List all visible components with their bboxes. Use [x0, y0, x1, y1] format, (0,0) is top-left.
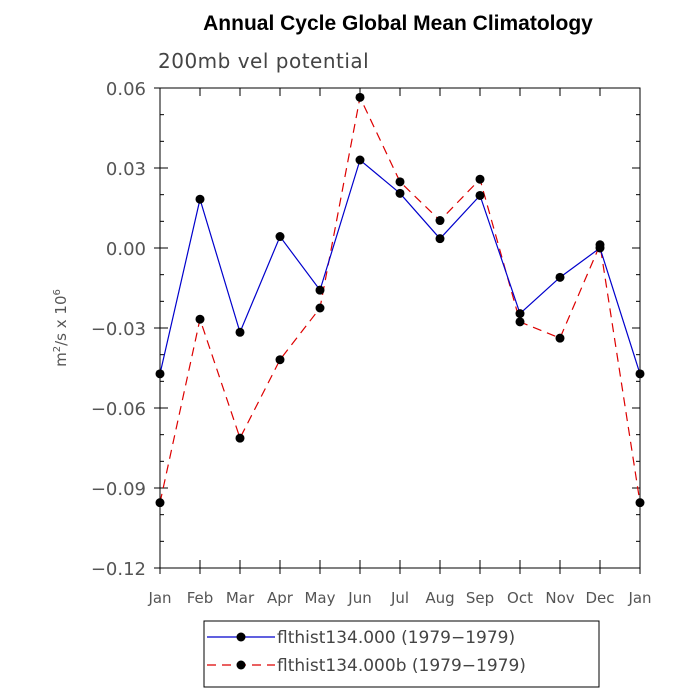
series-1-point	[355, 155, 365, 165]
chart-subtitle: 200mb vel potential	[158, 49, 369, 73]
x-tick-label: Jan	[147, 589, 171, 607]
x-tick-label: Jul	[390, 589, 409, 607]
series-2-point	[315, 303, 325, 313]
series-2-point	[555, 333, 565, 343]
x-tick-label: Jun	[347, 589, 371, 607]
series-1-point	[315, 285, 325, 295]
series-1-point	[395, 188, 405, 198]
series-1-point	[235, 327, 245, 337]
x-tick-label: Jan	[627, 589, 651, 607]
series-line-2	[159, 95, 641, 503]
y-tick-label: −0.12	[91, 559, 146, 580]
legend: flthist134.000 (1979−1979) flthist134.00…	[203, 620, 600, 688]
series-2-point	[635, 498, 645, 508]
x-tick-label: May	[304, 589, 335, 607]
legend-label-series-1: flthist134.000 (1979−1979)	[277, 628, 515, 648]
series-2-point	[475, 174, 485, 184]
series-layer	[155, 92, 645, 508]
chart-title: Annual Cycle Global Mean Climatology	[203, 12, 593, 35]
series-1-point	[155, 369, 165, 379]
series-1-point	[515, 309, 525, 319]
y-axis-label: m2/s x 106	[52, 289, 70, 367]
series-2-point	[515, 317, 525, 327]
series-2-point	[435, 216, 445, 226]
legend-marker-series-2	[236, 660, 246, 670]
y-tick-label: 0.03	[106, 159, 146, 180]
series-2-point	[155, 498, 165, 508]
series-1-point	[435, 234, 445, 244]
x-tick-label: Oct	[507, 589, 533, 607]
series-1-point	[635, 369, 645, 379]
x-tick-label: Feb	[187, 589, 214, 607]
series-2-point	[355, 92, 365, 102]
x-tick-label: Dec	[585, 589, 614, 607]
series-1-point	[595, 243, 605, 253]
series-1-point	[555, 272, 565, 282]
plot-frame	[159, 87, 641, 569]
series-1-point	[195, 194, 205, 204]
x-tick-label: Mar	[226, 589, 255, 607]
legend-label-series-2: flthist134.000b (1979−1979)	[277, 656, 526, 676]
axis-ticks	[154, 87, 641, 574]
y-tick-label: 0.00	[106, 239, 146, 260]
legend-marker-series-1	[236, 632, 246, 642]
y-tick-labels: −0.12 −0.09 −0.06 −0.03 0.00 0.03 0.06	[91, 79, 146, 580]
svg-text:m2/s x 106: m2/s x 106	[52, 289, 70, 367]
series-2-point	[395, 177, 405, 187]
x-tick-labels: Jan Feb Mar Apr May Jun Jul Aug Sep Oct Nov Dec Jan	[147, 589, 651, 607]
series-2-point	[275, 355, 285, 365]
y-tick-label: −0.06	[91, 399, 146, 420]
y-tick-label: −0.03	[91, 319, 146, 340]
x-tick-label: Nov	[545, 589, 574, 607]
series-2-point	[235, 433, 245, 443]
series-1-point	[475, 190, 485, 200]
x-tick-label: Sep	[466, 589, 494, 607]
x-tick-label: Apr	[267, 589, 294, 607]
y-tick-label: −0.09	[91, 479, 146, 500]
y-tick-label: 0.06	[106, 79, 146, 100]
series-1-point	[275, 232, 285, 242]
legend-box	[203, 620, 600, 688]
x-tick-label: Aug	[425, 589, 454, 607]
series-2-point	[195, 314, 205, 324]
